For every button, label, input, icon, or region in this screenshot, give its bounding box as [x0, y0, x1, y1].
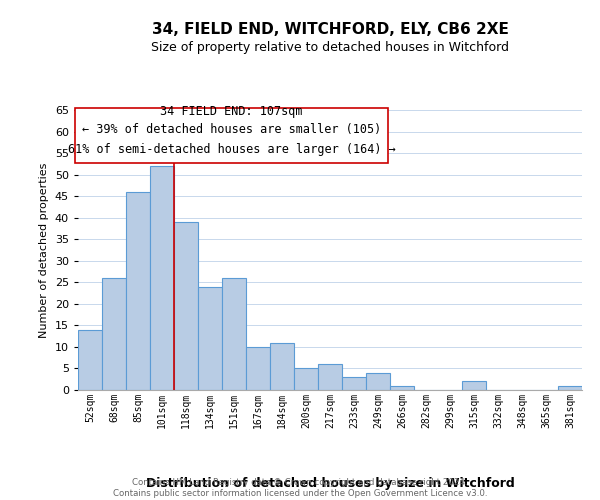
Bar: [342, 377, 366, 390]
Text: 34, FIELD END, WITCHFORD, ELY, CB6 2XE: 34, FIELD END, WITCHFORD, ELY, CB6 2XE: [152, 22, 508, 38]
Text: 34 FIELD END: 107sqm
← 39% of detached houses are smaller (105)
61% of semi-deta: 34 FIELD END: 107sqm ← 39% of detached h…: [68, 104, 395, 156]
Bar: [222, 278, 246, 390]
Bar: [558, 386, 582, 390]
Bar: [174, 222, 198, 390]
Bar: [150, 166, 174, 390]
Bar: [102, 278, 126, 390]
Y-axis label: Number of detached properties: Number of detached properties: [39, 162, 49, 338]
Bar: [126, 192, 150, 390]
Bar: [366, 373, 390, 390]
Bar: [390, 386, 414, 390]
Bar: [294, 368, 318, 390]
Bar: [198, 286, 222, 390]
Bar: [270, 342, 294, 390]
Bar: [78, 330, 102, 390]
Text: Size of property relative to detached houses in Witchford: Size of property relative to detached ho…: [151, 41, 509, 54]
Bar: [462, 382, 486, 390]
Bar: [318, 364, 342, 390]
Text: Distribution of detached houses by size in Witchford: Distribution of detached houses by size …: [146, 478, 514, 490]
Bar: [246, 347, 270, 390]
Text: Contains HM Land Registry data © Crown copyright and database right 2024.
Contai: Contains HM Land Registry data © Crown c…: [113, 478, 487, 498]
